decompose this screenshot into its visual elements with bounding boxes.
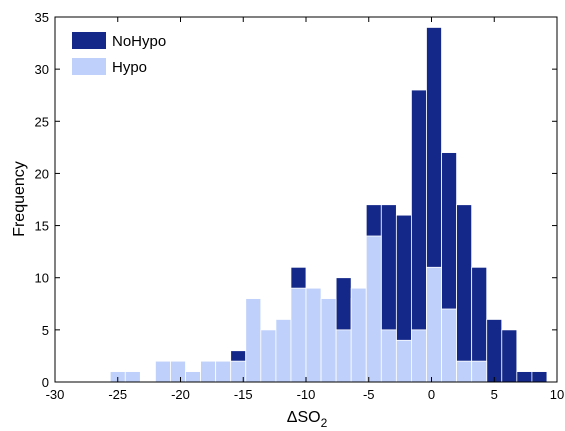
x-tick-label: 5 <box>491 387 498 402</box>
bar-hypo-19 <box>395 339 412 383</box>
bar-hypo-21 <box>426 266 442 383</box>
x-axis-label-subscript: 2 <box>321 416 328 430</box>
y-tick-label: 10 <box>35 271 49 286</box>
bar-hypo-10 <box>260 329 277 383</box>
bar-hypo-17 <box>365 235 382 383</box>
legend-swatch-hypo <box>72 58 106 75</box>
bar-hypo-1 <box>124 371 141 383</box>
y-tick-label: 20 <box>35 166 49 181</box>
y-tick-label: 30 <box>35 62 49 77</box>
bar-hypo-16 <box>350 287 367 383</box>
y-tick-label: 35 <box>35 10 49 25</box>
y-tick-label: 0 <box>42 375 49 390</box>
bar-hypo-23 <box>456 360 473 383</box>
x-axis: -30 -25 -20 -15 -10 -5 0 5 10 <box>46 17 564 402</box>
legend: NoHypo Hypo <box>72 32 166 76</box>
x-tick-label: 10 <box>550 387 564 402</box>
bar-nohypo-25 <box>486 319 503 383</box>
legend-label-nohypo: NoHypo <box>112 33 166 50</box>
y-axis: 0 5 10 15 20 25 30 35 <box>35 10 557 390</box>
bar-nohypo-26 <box>501 329 518 383</box>
bar-hypo-20 <box>411 329 427 383</box>
bar-hypo-6 <box>200 360 217 383</box>
bar-hypo-24 <box>471 360 488 383</box>
legend-swatch-nohypo <box>72 32 106 49</box>
bar-nohypo-28 <box>531 371 548 383</box>
bar-hypo-3 <box>154 360 171 383</box>
x-tick-label: -30 <box>46 387 65 402</box>
bar-hypo-15 <box>335 329 352 383</box>
x-axis-label-main: ΔSO <box>287 409 321 426</box>
x-tick-label: -15 <box>234 387 253 402</box>
x-tick-label: -25 <box>108 387 127 402</box>
x-tick-label: 0 <box>428 387 435 402</box>
bar-hypo-22 <box>441 308 458 383</box>
legend-label-hypo: Hypo <box>112 59 147 76</box>
x-axis-label: ΔSO2 <box>287 409 328 430</box>
bar-hypo-5 <box>185 371 201 383</box>
x-tick-label: -20 <box>171 387 190 402</box>
bars-layer <box>109 27 548 383</box>
y-tick-label: 25 <box>35 114 49 129</box>
y-axis-label: Frequency <box>11 161 28 237</box>
bar-hypo-9 <box>245 298 262 383</box>
bar-nohypo-27 <box>516 371 533 383</box>
x-tick-label: -5 <box>363 387 375 402</box>
x-tick-label: -10 <box>297 387 316 402</box>
y-tick-label: 5 <box>42 323 49 338</box>
bar-hypo-11 <box>275 319 292 383</box>
bar-hypo-7 <box>215 360 232 383</box>
bar-hypo-18 <box>380 329 397 383</box>
y-tick-label: 15 <box>35 219 49 234</box>
bar-hypo-14 <box>320 298 337 383</box>
bar-hypo-13 <box>305 287 322 383</box>
bar-hypo-12 <box>290 287 307 383</box>
bar-hypo-4 <box>170 360 186 383</box>
bar-nohypo-23 <box>456 204 473 383</box>
